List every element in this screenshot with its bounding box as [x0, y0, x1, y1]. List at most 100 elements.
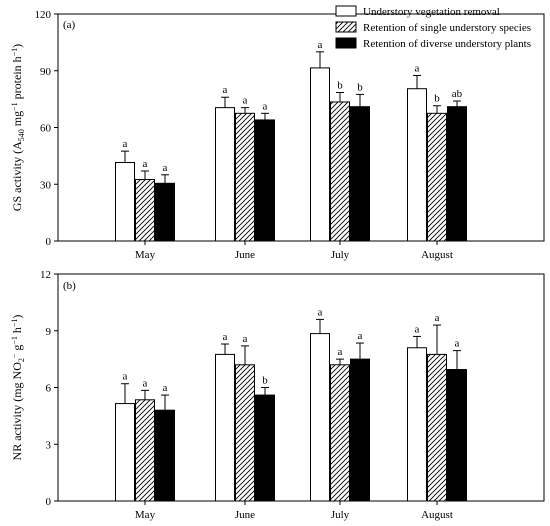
y-axis-ticks: 0 3 6 9 12: [40, 269, 58, 508]
x-axis-ticks: May June July August: [135, 241, 453, 261]
legend-swatch-open: [335, 5, 357, 17]
bar-removal: [115, 403, 135, 502]
y-axis-title-sup: −1: [10, 102, 19, 111]
significance-letter: a: [143, 377, 148, 389]
bar-diverse-plants: [155, 409, 175, 502]
significance-letter: a: [243, 95, 248, 107]
x-tick-label: June: [235, 249, 255, 261]
x-axis-ticks: May June July August: [135, 501, 453, 521]
bar-diverse-plants: [350, 106, 370, 242]
significance-letter: a: [123, 138, 128, 150]
x-tick-label: July: [331, 249, 350, 261]
y-axis-title-rest: mg: [10, 111, 24, 129]
x-tick-label: June: [235, 509, 255, 521]
legend-label: Understory vegetation removal: [363, 6, 500, 18]
y-tick-label: 30: [40, 179, 52, 191]
legend-swatch-solid: [335, 37, 357, 49]
significance-letter: a: [223, 331, 228, 343]
bar-removal: [215, 353, 235, 502]
y-tick-label: 0: [46, 496, 52, 508]
legend-item-diverse: Retention of diverse understory plants: [335, 37, 531, 50]
bar-removal: [310, 333, 330, 502]
significance-letter: a: [415, 62, 420, 74]
bar-diverse-plants: [447, 369, 467, 502]
bar-single-species: [330, 101, 350, 242]
bar-single-species: [135, 399, 155, 502]
bars: a a a a a a a a a b a a: [115, 306, 467, 502]
bar-diverse-plants: [155, 182, 175, 242]
y-axis-title-sup: −: [10, 353, 19, 358]
y-axis-title-close: ): [10, 315, 24, 319]
significance-letter: a: [143, 158, 148, 170]
y-tick-label: 12: [40, 269, 51, 281]
significance-letter: a: [163, 162, 168, 174]
panel-nr-activity: (b) NR activity (mg NO2− g−1 h−1) 036912…: [10, 269, 545, 521]
y-axis-title-sub: 2: [17, 358, 26, 362]
significance-letter: a: [263, 100, 268, 112]
significance-letter: b: [357, 81, 363, 93]
bar-single-species: [235, 112, 255, 242]
significance-letter: b: [434, 93, 440, 105]
significance-letter: a: [223, 84, 228, 96]
legend-label: Retention of diverse understory plants: [363, 38, 531, 50]
bar-single-species: [135, 179, 155, 242]
significance-letter: a: [318, 306, 323, 318]
y-axis-title-sub: 540: [17, 129, 26, 141]
significance-letter: a: [123, 371, 128, 383]
y-axis-title-sup3: −1: [10, 319, 19, 328]
significance-letter: a: [338, 346, 343, 358]
significance-letter: a: [163, 382, 168, 394]
y-axis-title: NR activity (mg NO2− g−1 h−1): [10, 315, 26, 461]
significance-letter: b: [262, 375, 268, 387]
legend-swatch-hatched: [335, 21, 357, 33]
bar-removal: [215, 107, 235, 242]
bar-diverse-plants: [350, 358, 370, 502]
panel-gs-activity: (a) GS activity (A540 mg−1 protein h−1) …: [10, 9, 545, 261]
y-tick-label: 120: [35, 9, 52, 21]
y-axis-title-main: NR activity (mg NO: [10, 362, 24, 461]
legend: Understory vegetation removal Retention …: [335, 5, 531, 50]
bar-diverse-plants: [255, 394, 275, 502]
y-tick-label: 9: [46, 326, 52, 338]
y-tick-label: 3: [46, 439, 52, 451]
bar-removal: [407, 347, 427, 502]
x-tick-label: May: [135, 509, 156, 521]
y-axis-title-sup2: −1: [10, 48, 19, 57]
bar-diverse-plants: [447, 106, 467, 242]
y-axis-title-tail: protein h: [10, 56, 24, 102]
bar-diverse-plants: [255, 119, 275, 242]
y-axis-title-rest: g: [10, 345, 24, 354]
x-tick-label: July: [331, 509, 350, 521]
panel-label: (a): [63, 19, 76, 31]
y-tick-label: 6: [46, 383, 52, 395]
y-axis-title-main: GS activity (A: [10, 141, 24, 211]
bar-removal: [115, 161, 135, 242]
significance-letter: a: [455, 338, 460, 350]
x-tick-label: May: [135, 249, 156, 261]
panel-label: (b): [63, 280, 76, 292]
y-tick-label: 0: [46, 236, 52, 248]
legend-label: Retention of single understory species: [363, 22, 531, 34]
y-tick-label: 60: [40, 123, 52, 135]
bar-single-species: [427, 112, 447, 242]
significance-letter: a: [243, 333, 248, 345]
y-axis-title-close: ): [10, 44, 24, 48]
y-axis-ticks: 0 30 60 90 120: [35, 9, 58, 248]
legend-item-removal: Understory vegetation removal: [335, 5, 500, 18]
y-tick-label: 90: [40, 66, 52, 78]
significance-letter: a: [318, 39, 323, 51]
significance-letter: a: [415, 323, 420, 335]
significance-letter: ab: [452, 88, 463, 100]
significance-letter: a: [358, 330, 363, 342]
bar-removal: [310, 67, 330, 242]
bar-single-species: [235, 364, 255, 502]
significance-letter: b: [337, 80, 343, 92]
bar-single-species: [330, 364, 350, 502]
legend-item-single: Retention of single understory species: [335, 21, 531, 34]
bar-single-species: [427, 353, 447, 502]
y-axis-title: GS activity (A540 mg−1 protein h−1): [10, 44, 26, 211]
y-axis-title-tail: h: [10, 327, 24, 336]
x-tick-label: August: [421, 509, 453, 521]
